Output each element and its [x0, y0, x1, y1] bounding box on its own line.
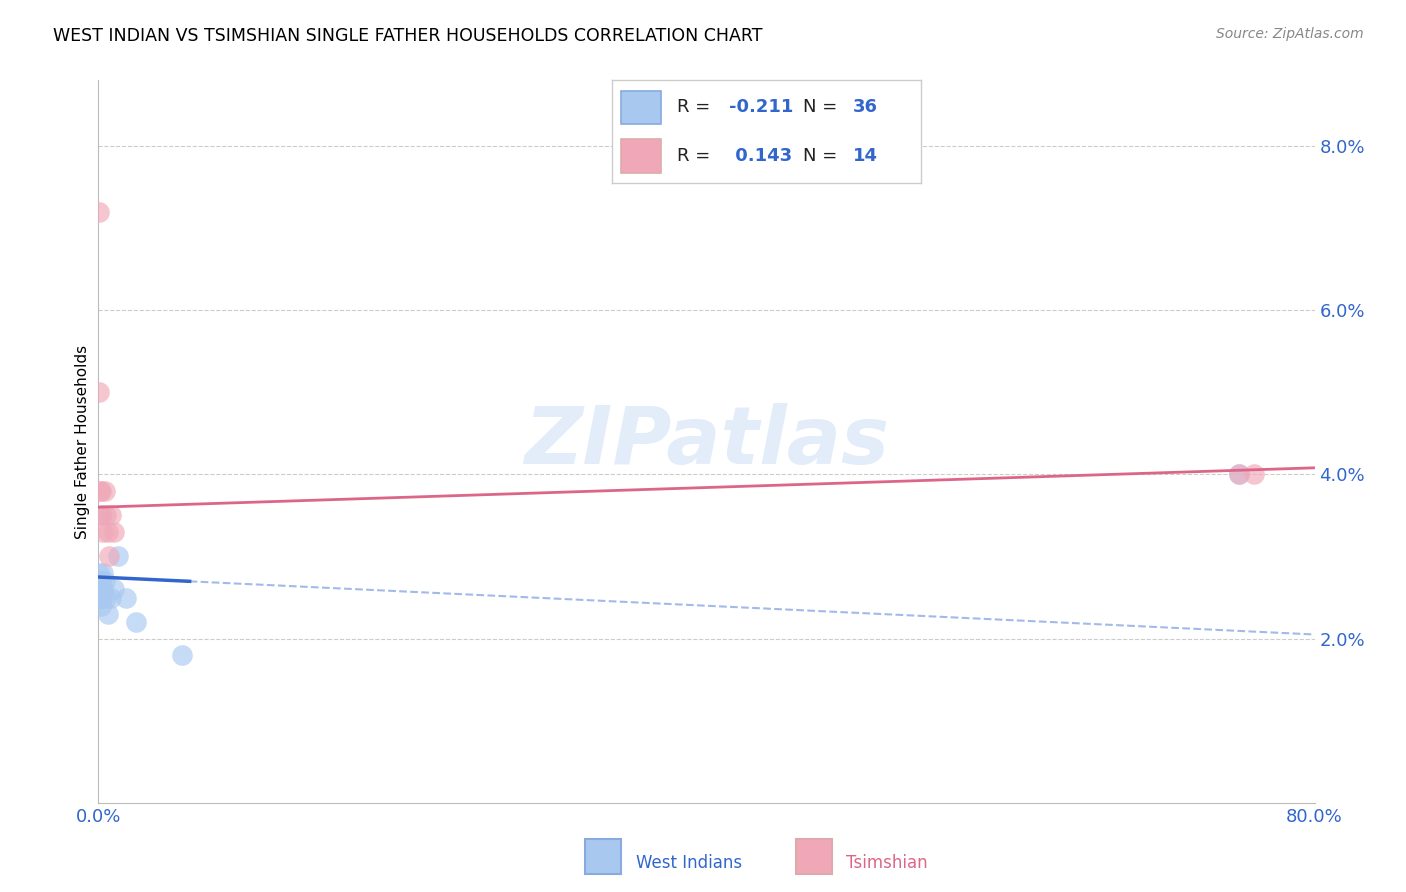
Text: 14: 14 [853, 146, 877, 165]
Bar [621, 91, 661, 124]
Text: R =: R = [676, 146, 716, 165]
Point [1243, 467, 1265, 482]
Point [90, 599, 112, 613]
Text: 36: 36 [853, 98, 877, 117]
Point [90, 591, 112, 605]
Point [89, 574, 111, 588]
Point [107, 549, 129, 564]
Point [98, 549, 121, 564]
Point [93, 574, 115, 588]
Text: R =: R = [676, 98, 716, 117]
Point [87, 582, 110, 597]
Point [125, 615, 148, 630]
Point [103, 582, 125, 597]
Point [90, 591, 112, 605]
Point [89, 591, 111, 605]
Point [93, 483, 115, 498]
Text: Source: ZipAtlas.com: Source: ZipAtlas.com [1216, 27, 1364, 41]
Point [170, 648, 193, 662]
Point [100, 508, 122, 523]
Point [91, 566, 114, 580]
Point [94, 508, 117, 523]
Point [103, 524, 125, 539]
Point [87, 566, 110, 580]
Text: WEST INDIAN VS TSIMSHIAN SINGLE FATHER HOUSEHOLDS CORRELATION CHART: WEST INDIAN VS TSIMSHIAN SINGLE FATHER H… [53, 27, 763, 45]
Point [90, 582, 112, 597]
Point [96, 524, 118, 539]
Point [89, 591, 111, 605]
Point [89, 574, 111, 588]
Point [1227, 467, 1250, 482]
Point [90, 591, 112, 605]
Point [89, 385, 111, 400]
Text: N =: N = [803, 98, 844, 117]
Text: ZIPatlas: ZIPatlas [524, 402, 889, 481]
Point [87, 204, 110, 219]
Bar [621, 139, 661, 173]
Point [89, 582, 111, 597]
Point [90, 582, 112, 597]
Point [89, 582, 111, 597]
Text: 0.143: 0.143 [730, 146, 792, 165]
Point [89, 591, 111, 605]
Text: Tsimshian: Tsimshian [846, 855, 928, 872]
Point [90, 582, 112, 597]
Point [114, 591, 136, 605]
Y-axis label: Single Father Households: Single Father Households [75, 344, 90, 539]
Point [94, 591, 117, 605]
Text: -0.211: -0.211 [730, 98, 793, 117]
Text: West Indians: West Indians [636, 855, 741, 872]
Point [91, 524, 114, 539]
Point [87, 574, 110, 588]
Point [89, 574, 111, 588]
Point [90, 483, 112, 498]
Point [1227, 467, 1250, 482]
Point [96, 607, 118, 621]
Point [89, 591, 111, 605]
Point [90, 574, 112, 588]
Point [89, 582, 111, 597]
Point [90, 574, 112, 588]
Point [90, 508, 112, 523]
Point [91, 582, 114, 597]
Point [89, 582, 111, 597]
Point [100, 591, 122, 605]
Point [91, 508, 114, 523]
Point [89, 483, 111, 498]
Text: N =: N = [803, 146, 844, 165]
